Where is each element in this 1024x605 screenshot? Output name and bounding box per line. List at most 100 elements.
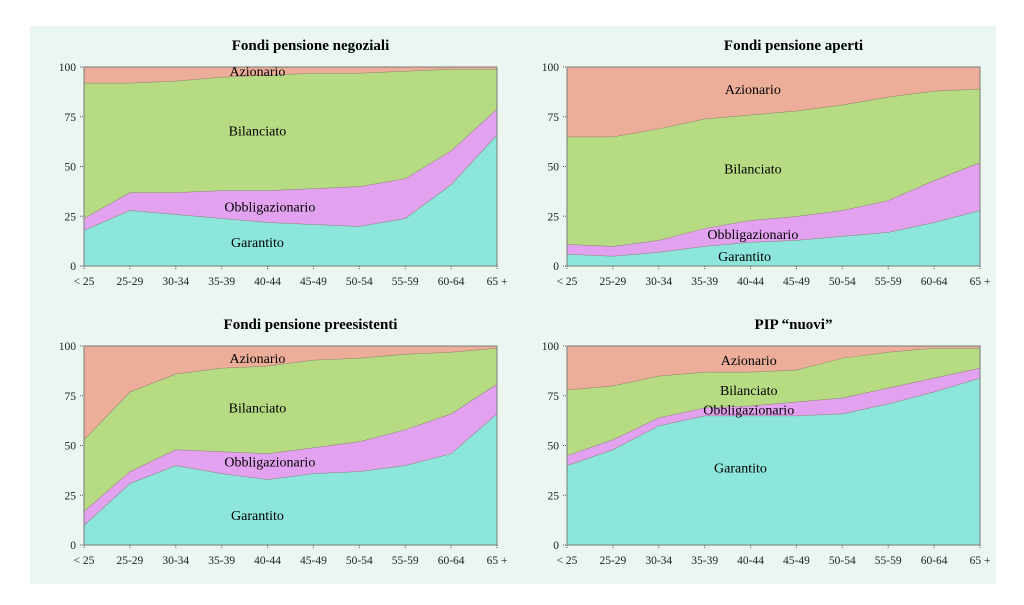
y-tick-label: 75 — [65, 391, 77, 403]
x-tick-label: 65 + — [487, 276, 508, 288]
area-azionario — [567, 346, 980, 390]
x-tick-label: 60-64 — [921, 276, 948, 288]
y-tick-label: 75 — [548, 112, 560, 124]
x-tick-label: 45-49 — [783, 276, 810, 288]
series-label-garantito: Garantito — [231, 509, 284, 524]
x-tick-label: 35-39 — [691, 276, 718, 288]
x-tick-label: 30-34 — [162, 555, 189, 567]
y-tick-label: 100 — [542, 341, 560, 353]
x-tick-label: 40-44 — [737, 555, 764, 567]
chart-title: PIP “nuovi” — [755, 317, 833, 333]
x-tick-label: < 25 — [74, 276, 95, 288]
series-label-bilanciato: Bilanciato — [229, 125, 287, 140]
x-tick-label: 35-39 — [691, 555, 718, 567]
y-tick-label: 75 — [548, 391, 560, 403]
x-tick-label: 55-59 — [875, 276, 902, 288]
y-tick-label: 25 — [65, 211, 77, 223]
x-tick-label: 30-34 — [645, 555, 672, 567]
area-bilanciato — [84, 68, 497, 219]
area-obbligazionario — [84, 108, 497, 231]
x-tick-label: 45-49 — [300, 555, 327, 567]
series-label-azionario: Azionario — [725, 83, 781, 98]
y-tick-label: 50 — [548, 441, 560, 453]
x-tick-label: 40-44 — [254, 555, 281, 567]
area-azionario — [84, 67, 497, 83]
figure: 0 25 50 75 100 < 25 25-29 30-34 35-39 40-44 45-49 5… — [30, 26, 996, 584]
y-tick-label: 100 — [59, 62, 77, 74]
y-tick-label: 100 — [59, 341, 77, 353]
series-label-bilanciato: Bilanciato — [724, 162, 782, 177]
y-tick-label: 0 — [553, 540, 559, 552]
x-tick-label: 55-59 — [392, 555, 419, 567]
y-tick-label: 50 — [65, 162, 77, 174]
series-label-obbligazionario: Obbligazionario — [703, 404, 794, 419]
plot-frame — [83, 66, 498, 267]
y-tick-label: 0 — [553, 261, 559, 273]
x-tick-label: 25-29 — [116, 276, 143, 288]
plot-frame — [566, 66, 981, 267]
area-bilanciato — [567, 347, 980, 456]
x-tick-label: 65 + — [487, 555, 508, 567]
area-azionario — [567, 67, 980, 137]
x-tick-label: 65 + — [970, 555, 991, 567]
series-label-obbligazionario: Obbligazionario — [224, 200, 315, 215]
chart-svg: 0 25 50 75 100 < 25 25-29 30-34 35-39 40-44 45-49 5… — [542, 317, 991, 567]
y-tick-label: 25 — [548, 211, 560, 223]
series-label-obbligazionario: Obbligazionario — [224, 455, 315, 470]
area-bilanciato — [84, 347, 497, 512]
x-tick-label: 60-64 — [438, 276, 465, 288]
plot-frame — [566, 345, 981, 546]
chart-svg: 0 25 50 75 100 < 25 25-29 30-34 35-39 40-44 45-49 5… — [59, 317, 508, 567]
series-label-garantito: Garantito — [718, 250, 771, 265]
x-tick-label: < 25 — [557, 555, 578, 567]
area-obbligazionario — [567, 367, 980, 466]
x-tick-label: 45-49 — [300, 276, 327, 288]
x-tick-label: 45-49 — [783, 555, 810, 567]
series-label-bilanciato: Bilanciato — [229, 402, 287, 417]
x-tick-label: 65 + — [970, 276, 991, 288]
x-tick-label: 55-59 — [392, 276, 419, 288]
x-tick-label: < 25 — [557, 276, 578, 288]
area-obbligazionario — [84, 383, 497, 526]
x-tick-label: 55-59 — [875, 555, 902, 567]
y-tick-label: 0 — [70, 261, 76, 273]
x-tick-label: 50-54 — [829, 555, 856, 567]
chart-panel-pip-nuovi: 0 25 50 75 100 < 25 25-29 30-34 35-39 40-44 45-49 5… — [513, 305, 996, 584]
x-tick-label: 60-64 — [438, 555, 465, 567]
x-tick-label: 35-39 — [208, 555, 235, 567]
x-tick-label: 25-29 — [599, 276, 626, 288]
series-label-azionario: Azionario — [721, 354, 777, 369]
chart-title: Fondi pensione aperti — [724, 38, 863, 54]
area-obbligazionario — [567, 162, 980, 257]
series-label-azionario: Azionario — [229, 352, 285, 367]
x-tick-label: 50-54 — [346, 276, 373, 288]
area-bilanciato — [567, 88, 980, 247]
series-label-azionario: Azionario — [229, 65, 285, 80]
x-tick-label: 30-34 — [162, 276, 189, 288]
chart-panel-negoziali: 0 25 50 75 100 < 25 25-29 30-34 35-39 40-44 45-49 5… — [30, 26, 513, 305]
series-label-obbligazionario: Obbligazionario — [707, 228, 798, 243]
chart-svg: 0 25 50 75 100 < 25 25-29 30-34 35-39 40-44 45-49 5… — [59, 38, 508, 288]
x-tick-label: < 25 — [74, 555, 95, 567]
x-tick-label: 35-39 — [208, 276, 235, 288]
y-tick-label: 100 — [542, 62, 560, 74]
y-tick-label: 50 — [65, 441, 77, 453]
area-garantito — [84, 413, 497, 545]
area-garantito — [567, 210, 980, 266]
x-tick-label: 25-29 — [116, 555, 143, 567]
x-tick-label: 50-54 — [346, 555, 373, 567]
x-tick-label: 40-44 — [737, 276, 764, 288]
chart-title: Fondi pensione negoziali — [232, 38, 390, 54]
chart-svg: 0 25 50 75 100 < 25 25-29 30-34 35-39 40-44 45-49 5… — [542, 38, 991, 288]
x-tick-label: 50-54 — [829, 276, 856, 288]
area-azionario — [84, 346, 497, 440]
x-tick-label: 40-44 — [254, 276, 281, 288]
chart-title: Fondi pensione preesistenti — [224, 317, 398, 333]
x-tick-label: 30-34 — [645, 276, 672, 288]
area-garantito — [567, 377, 980, 545]
series-label-garantito: Garantito — [714, 461, 767, 476]
plot-frame — [83, 345, 498, 546]
y-tick-label: 0 — [70, 540, 76, 552]
series-label-garantito: Garantito — [231, 236, 284, 251]
y-tick-label: 75 — [65, 112, 77, 124]
